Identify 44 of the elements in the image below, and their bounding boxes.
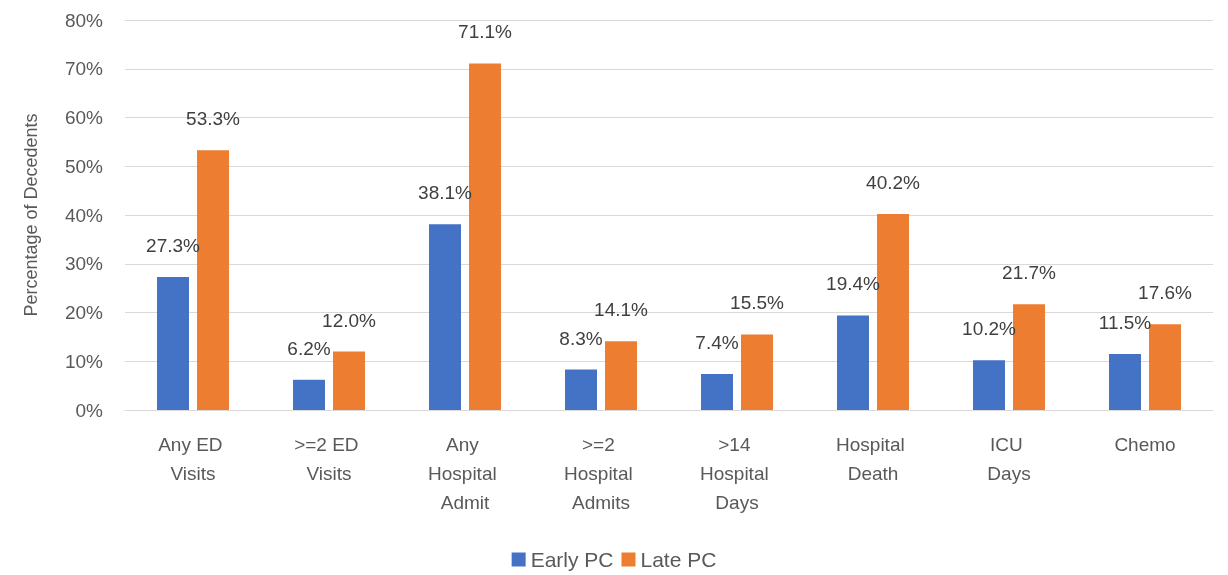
bar xyxy=(333,351,365,410)
bar xyxy=(157,276,189,410)
y-tick-label: 0% xyxy=(75,399,104,421)
legend-label: Early PC xyxy=(530,548,614,571)
y-tick-label: 80% xyxy=(64,9,104,31)
legend-label: Late PC xyxy=(640,548,717,571)
data-label: 53.3% xyxy=(186,108,241,130)
y-tick-label: 60% xyxy=(64,107,104,128)
x-tick-label: Hospital Death xyxy=(836,434,910,484)
x-tick-label: Any Hospital Admit xyxy=(428,434,502,513)
x-tick-label: Chemo xyxy=(1114,434,1176,455)
bar xyxy=(605,341,637,410)
x-tick-label: >14 Hospital Days xyxy=(700,434,774,513)
data-label: 14.1% xyxy=(594,299,649,321)
x-tick-label: ICU Days xyxy=(987,434,1031,484)
data-label: 17.6% xyxy=(1138,282,1193,304)
bar xyxy=(837,315,869,410)
bar xyxy=(973,360,1005,410)
y-axis-title: Percentage of Decedents xyxy=(21,113,41,317)
data-label: 21.7% xyxy=(1002,262,1057,284)
y-tick-label: 40% xyxy=(64,204,104,226)
data-label: 15.5% xyxy=(730,292,785,314)
x-tick-label: Any ED Visits xyxy=(158,434,228,484)
x-tick-label: >=2 Hospital Admits xyxy=(564,434,638,513)
data-label: 12.0% xyxy=(322,309,377,331)
bar xyxy=(701,373,733,410)
data-label: 71.1% xyxy=(458,21,513,43)
data-label: 6.2% xyxy=(287,337,331,359)
data-label: 40.2% xyxy=(866,172,921,194)
y-tick-label: 10% xyxy=(64,350,104,372)
x-tick-label: >=2 ED Visits xyxy=(294,434,364,484)
data-label: 7.4% xyxy=(695,331,739,353)
bar xyxy=(565,369,597,410)
bar xyxy=(1149,324,1181,410)
y-tick-label: 20% xyxy=(64,302,104,323)
bar xyxy=(429,224,461,410)
bar xyxy=(1109,353,1141,410)
data-label: 8.3% xyxy=(559,327,603,349)
data-label: 11.5% xyxy=(1098,311,1152,333)
bar xyxy=(293,379,325,410)
bar xyxy=(741,334,773,410)
y-tick-label: 70% xyxy=(64,58,104,80)
y-tick-label: 50% xyxy=(64,155,104,177)
y-tick-label: 30% xyxy=(64,253,104,275)
